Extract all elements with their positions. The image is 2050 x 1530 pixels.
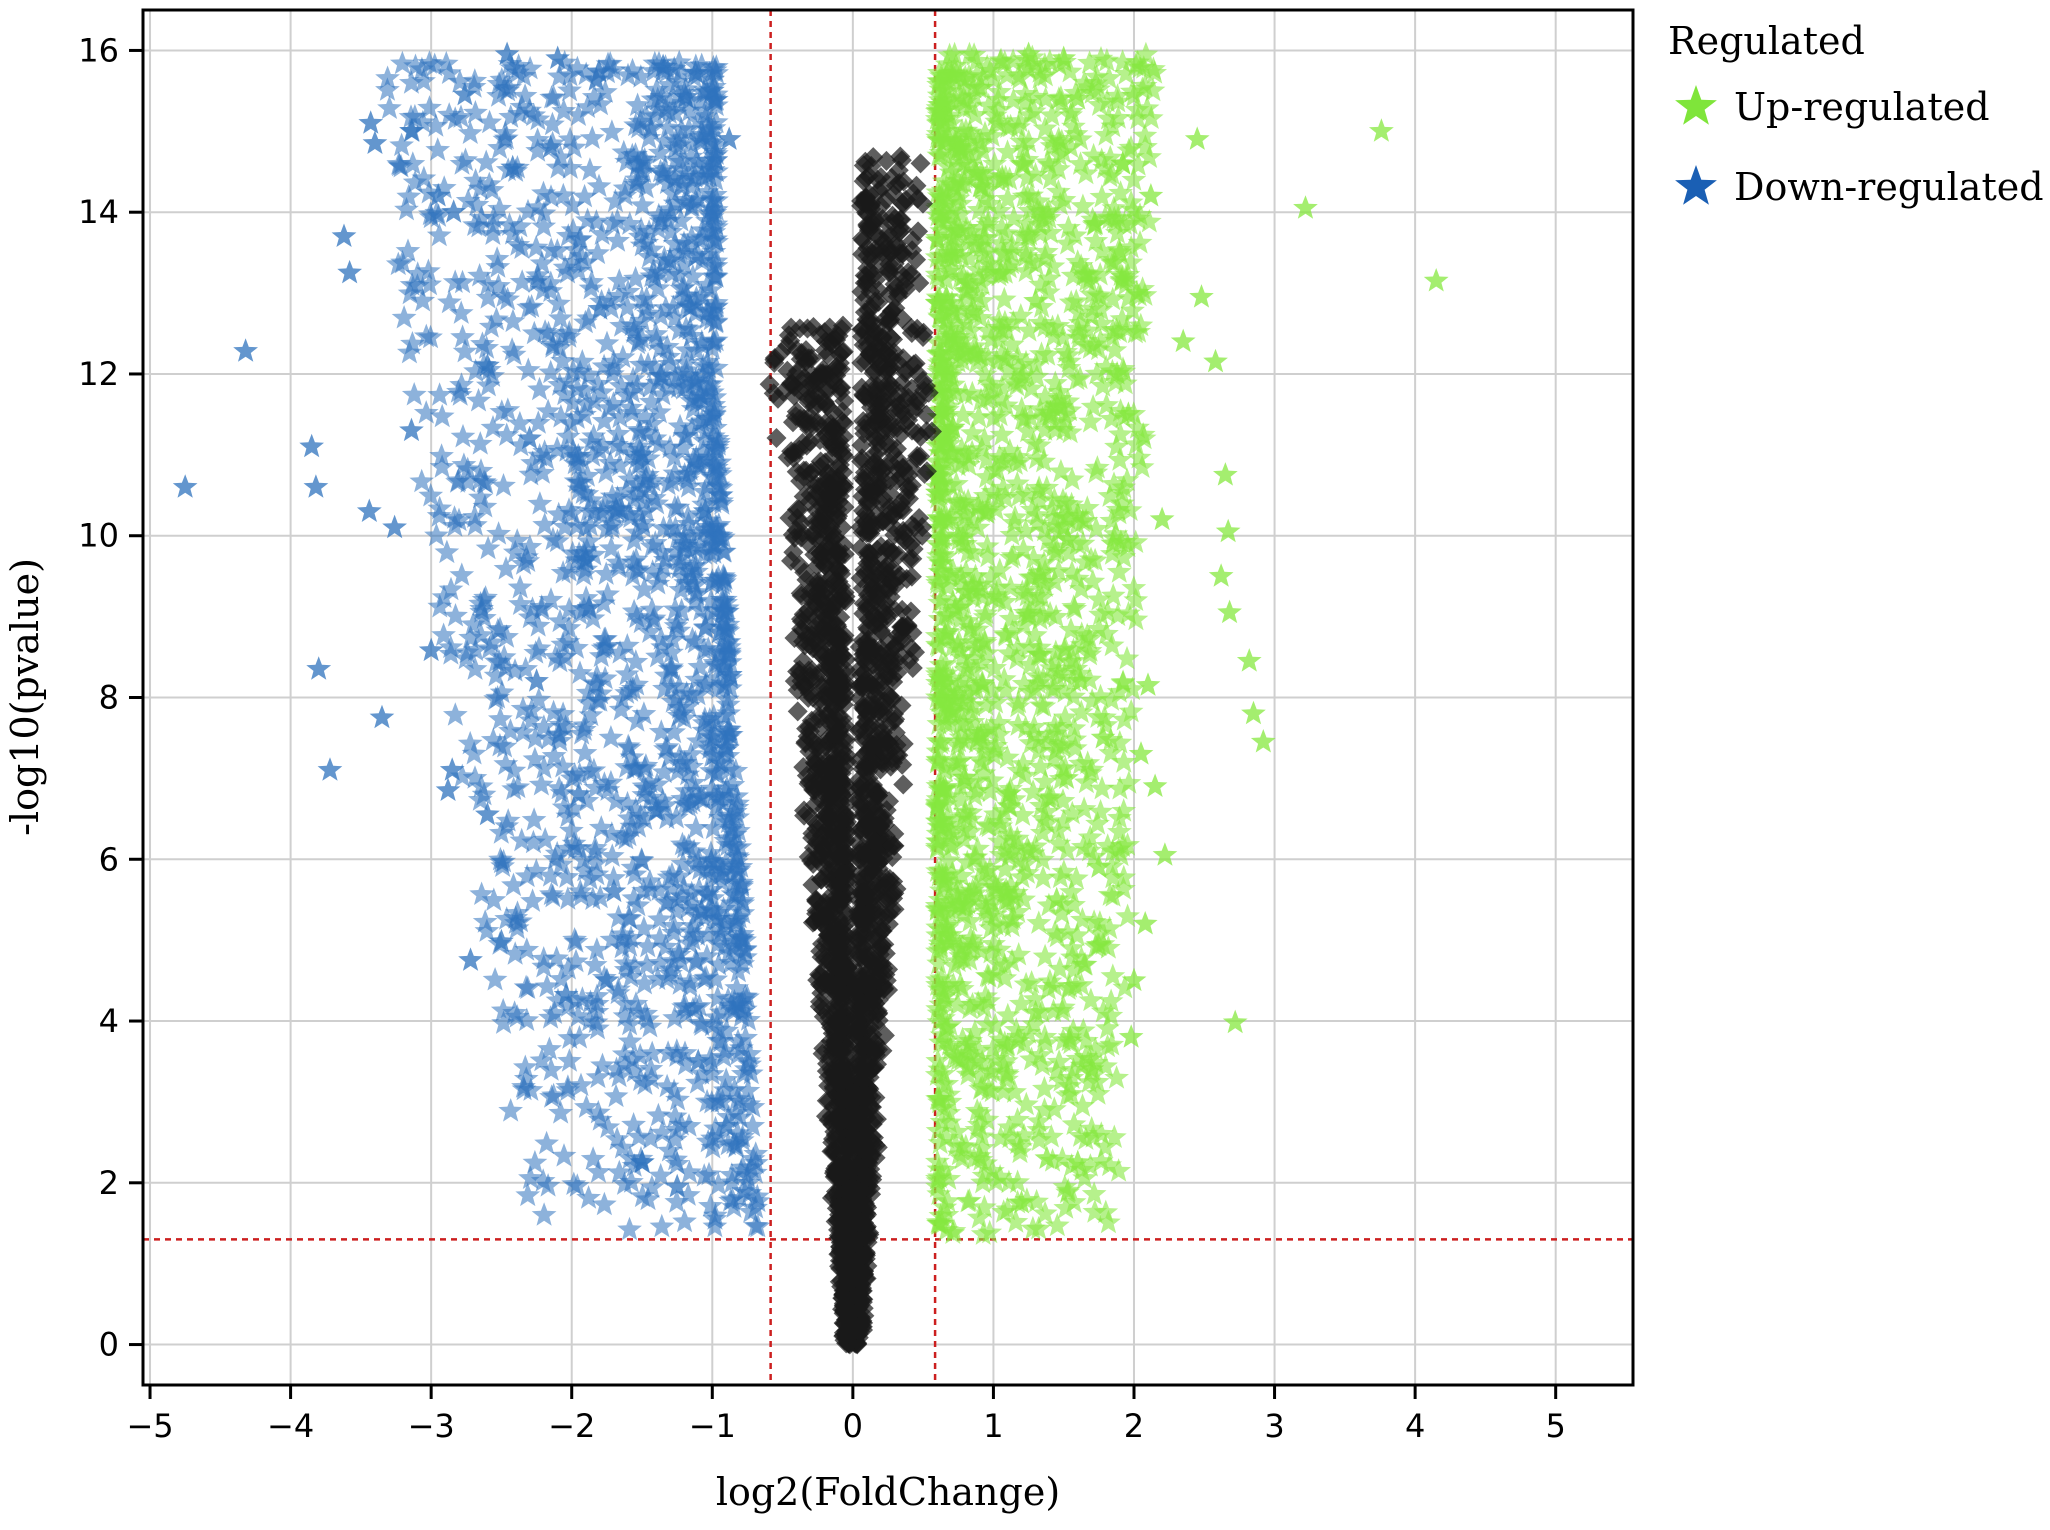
down-cloud-point	[430, 454, 455, 478]
down-cloud-point	[451, 424, 476, 448]
down-regulated-cloud	[375, 50, 770, 1240]
down-cloud-point	[532, 1202, 557, 1226]
up-cloud-point	[992, 287, 1017, 311]
up-cloud-point	[956, 1189, 981, 1213]
down-cloud-point	[522, 807, 547, 831]
down-cloud-point	[523, 640, 548, 664]
down-cloud-point	[556, 1078, 581, 1102]
down-cloud-point	[498, 1098, 523, 1122]
down-cloud-point	[621, 1112, 646, 1136]
down-cloud-point	[430, 404, 455, 428]
down-cloud-point	[581, 1146, 606, 1170]
down-cloud-point	[435, 540, 460, 564]
up-cloud-point	[1115, 646, 1140, 670]
down-cloud-point	[443, 702, 468, 726]
up-regulated-cloud	[925, 42, 1167, 1245]
down-cloud-point	[600, 119, 625, 143]
down-cloud-point	[527, 377, 552, 401]
down-cloud-point	[494, 556, 519, 580]
down-cloud-point	[531, 214, 556, 238]
down-cloud-point	[534, 1131, 559, 1155]
down-cloud-point	[646, 1103, 671, 1127]
up-cloud-point	[1033, 944, 1058, 968]
up-cloud-point	[1031, 865, 1056, 889]
up-cloud-point	[1115, 904, 1140, 928]
down-cloud-point	[604, 1084, 629, 1108]
down-cloud-point	[491, 473, 516, 497]
down-cloud-point	[425, 137, 450, 161]
down-cloud-point	[650, 1214, 675, 1238]
down-cloud-point	[617, 1217, 642, 1241]
down-cloud-point	[392, 305, 417, 329]
down-cloud-point	[515, 976, 540, 1000]
down-cloud-point	[501, 309, 526, 333]
down-cloud-point	[424, 523, 449, 547]
down-cloud-point	[672, 1209, 697, 1233]
down-cloud-point	[501, 777, 526, 801]
not-significant-cloud	[760, 147, 942, 1355]
down-cloud-point	[402, 382, 427, 406]
up-cloud-point	[976, 544, 1001, 568]
down-cloud-point	[483, 967, 508, 991]
down-cloud-point	[458, 121, 483, 145]
up-cloud-point	[1101, 963, 1126, 987]
down-cloud-point	[394, 197, 419, 221]
down-cloud-point	[450, 324, 475, 348]
down-cloud-point	[548, 1100, 573, 1124]
down-cloud-point	[449, 562, 474, 586]
